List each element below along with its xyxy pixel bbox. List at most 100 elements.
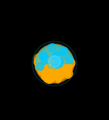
- Circle shape: [36, 64, 42, 69]
- Circle shape: [64, 59, 67, 63]
- Circle shape: [65, 64, 71, 69]
- Circle shape: [41, 50, 68, 77]
- Circle shape: [45, 54, 64, 73]
- Circle shape: [63, 64, 72, 73]
- Circle shape: [48, 57, 61, 70]
- Circle shape: [45, 74, 54, 83]
- Circle shape: [56, 75, 60, 79]
- Circle shape: [66, 70, 73, 77]
- Circle shape: [52, 72, 57, 77]
- Circle shape: [53, 51, 59, 57]
- Circle shape: [36, 45, 73, 82]
- Circle shape: [45, 54, 55, 63]
- Circle shape: [51, 60, 58, 68]
- Circle shape: [63, 51, 67, 55]
- Circle shape: [35, 63, 43, 71]
- Circle shape: [49, 58, 60, 69]
- Circle shape: [49, 71, 56, 78]
- Circle shape: [40, 54, 46, 60]
- Circle shape: [48, 57, 61, 70]
- Circle shape: [61, 54, 66, 60]
- Circle shape: [36, 54, 44, 62]
- Circle shape: [36, 45, 73, 82]
- Circle shape: [36, 57, 43, 64]
- Circle shape: [54, 63, 60, 68]
- Circle shape: [43, 52, 66, 75]
- Circle shape: [59, 51, 63, 55]
- Circle shape: [41, 74, 46, 80]
- Circle shape: [37, 57, 41, 62]
- Circle shape: [38, 60, 46, 69]
- Circle shape: [41, 60, 46, 65]
- Circle shape: [52, 54, 58, 60]
- Circle shape: [52, 65, 54, 67]
- Circle shape: [43, 51, 47, 54]
- Circle shape: [51, 63, 56, 68]
- Wedge shape: [36, 45, 73, 64]
- Circle shape: [35, 44, 74, 83]
- Circle shape: [54, 53, 58, 57]
- Circle shape: [41, 66, 48, 73]
- Circle shape: [56, 57, 63, 65]
- Circle shape: [34, 54, 43, 63]
- Circle shape: [37, 63, 44, 70]
- Circle shape: [37, 46, 72, 81]
- Circle shape: [45, 66, 49, 71]
- Circle shape: [67, 60, 73, 65]
- Circle shape: [42, 51, 67, 76]
- Circle shape: [34, 58, 42, 66]
- Circle shape: [57, 65, 60, 67]
- Circle shape: [46, 71, 55, 79]
- Circle shape: [45, 56, 52, 63]
- Circle shape: [35, 45, 74, 83]
- Circle shape: [51, 72, 59, 80]
- Circle shape: [44, 53, 65, 74]
- Circle shape: [38, 47, 71, 80]
- Circle shape: [49, 56, 60, 68]
- Circle shape: [42, 51, 67, 76]
- Circle shape: [55, 57, 63, 65]
- Circle shape: [54, 74, 57, 77]
- Circle shape: [46, 55, 54, 63]
- Circle shape: [56, 67, 66, 77]
- Circle shape: [42, 61, 51, 70]
- Circle shape: [57, 77, 61, 81]
- Circle shape: [55, 60, 63, 68]
- Circle shape: [46, 77, 51, 82]
- Circle shape: [48, 44, 56, 51]
- Circle shape: [46, 55, 63, 72]
- Circle shape: [57, 48, 64, 55]
- Circle shape: [52, 58, 58, 64]
- Circle shape: [56, 68, 60, 71]
- Circle shape: [60, 66, 67, 73]
- Circle shape: [40, 49, 69, 78]
- Circle shape: [66, 59, 69, 61]
- Circle shape: [58, 62, 67, 71]
- Circle shape: [48, 63, 53, 68]
- Circle shape: [43, 73, 52, 82]
- Circle shape: [38, 47, 71, 80]
- Circle shape: [46, 55, 63, 72]
- Circle shape: [47, 56, 62, 71]
- Circle shape: [45, 54, 64, 73]
- Circle shape: [40, 49, 69, 78]
- Circle shape: [38, 65, 48, 75]
- Circle shape: [58, 61, 63, 66]
- Circle shape: [44, 53, 65, 74]
- Circle shape: [38, 70, 43, 75]
- Circle shape: [56, 58, 63, 66]
- Circle shape: [40, 53, 47, 60]
- Circle shape: [66, 58, 75, 68]
- Circle shape: [61, 47, 68, 54]
- Circle shape: [49, 58, 60, 69]
- Circle shape: [39, 48, 70, 79]
- Circle shape: [45, 74, 54, 83]
- Circle shape: [47, 56, 62, 71]
- Circle shape: [52, 54, 55, 58]
- Circle shape: [43, 52, 66, 75]
- Circle shape: [46, 63, 54, 70]
- Circle shape: [66, 56, 73, 63]
- Circle shape: [58, 56, 67, 65]
- Circle shape: [56, 58, 60, 61]
- Circle shape: [50, 59, 59, 69]
